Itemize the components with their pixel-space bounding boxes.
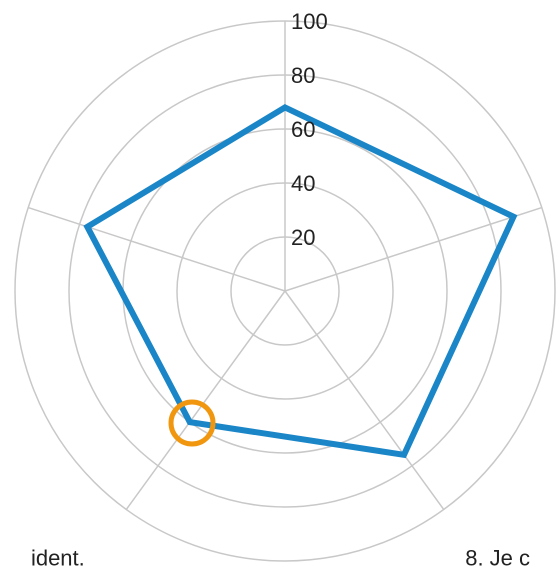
tick-label: 40 [291, 171, 315, 196]
category-label: ident. [31, 546, 85, 566]
grid [14, 20, 556, 562]
spoke [27, 206, 286, 292]
labels: 20 40 60 80 100 8. Je c ident. [31, 9, 530, 566]
radar-line [83, 103, 518, 459]
tick-label: 80 [291, 63, 315, 88]
tick-label: 60 [291, 117, 315, 142]
spoke [125, 290, 286, 510]
marks [83, 103, 518, 459]
highlight-circle [168, 399, 216, 447]
tick-label: 100 [291, 9, 328, 34]
spoke [284, 290, 445, 510]
category-label: 8. Je c [465, 546, 530, 566]
tick-label: 20 [291, 225, 315, 250]
spoke [284, 206, 543, 292]
